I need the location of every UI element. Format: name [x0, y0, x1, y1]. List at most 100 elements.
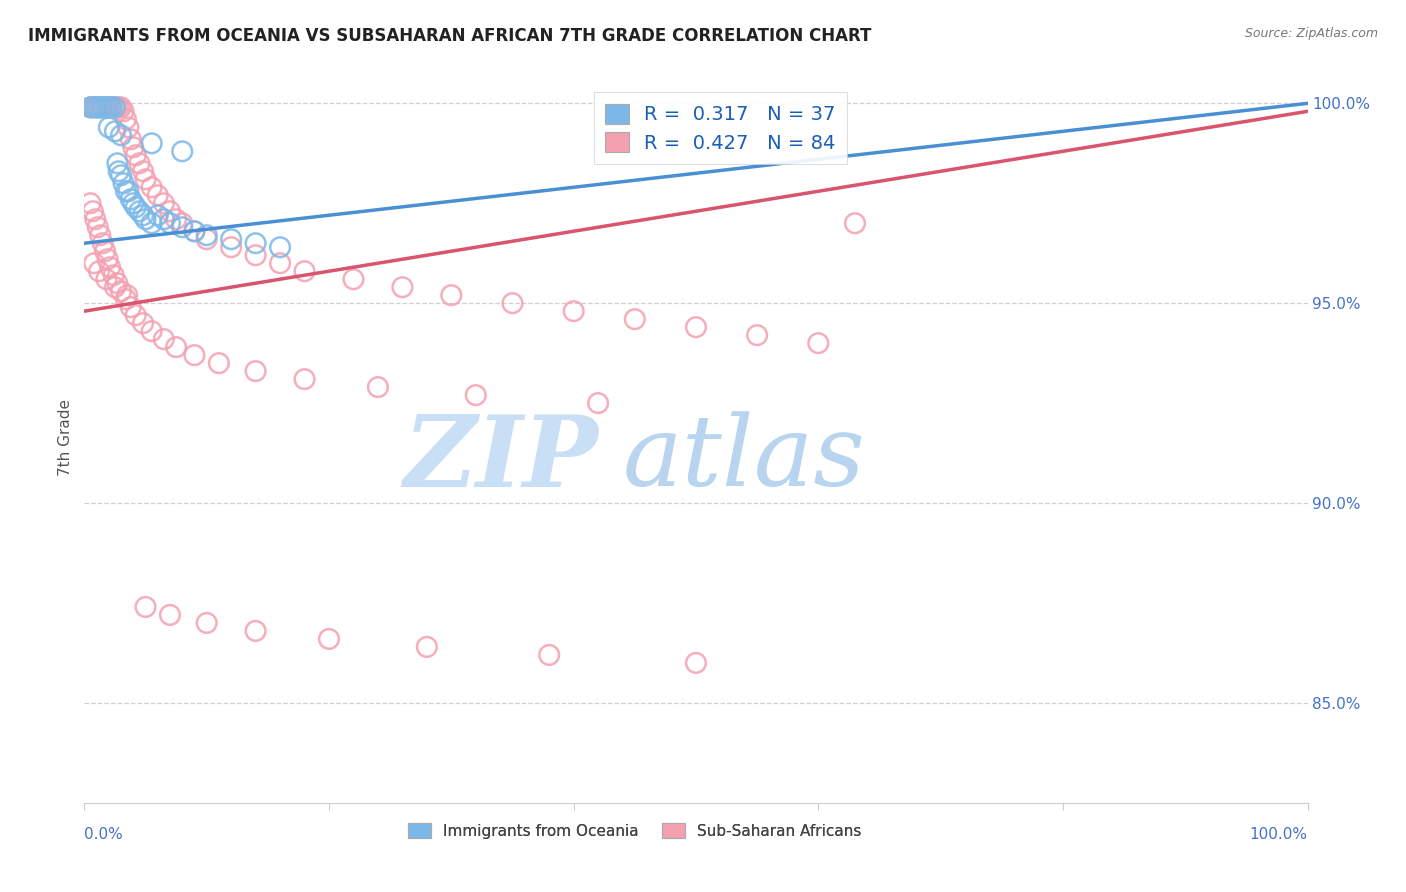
Point [86, 100, 108, 114]
Point [747, 328, 769, 343]
Point [117, 184, 139, 198]
Point [391, 280, 413, 294]
Point [269, 240, 291, 254]
Point [110, 128, 132, 143]
Point [342, 272, 364, 286]
Point [93, 100, 115, 114]
Point [80, 100, 103, 114]
Point [94, 244, 117, 259]
Point [159, 216, 181, 230]
Point [105, 276, 128, 290]
Point [128, 204, 150, 219]
Point [132, 316, 155, 330]
Point [538, 648, 561, 662]
Point [208, 356, 231, 370]
Point [562, 304, 585, 318]
Point [90, 100, 112, 114]
Point [100, 100, 122, 114]
Point [125, 200, 148, 214]
Text: 0.0%: 0.0% [84, 827, 124, 842]
Point [269, 256, 291, 270]
Point [440, 288, 463, 302]
Point [103, 100, 125, 114]
Point [122, 140, 145, 154]
Point [96, 272, 118, 286]
Point [132, 208, 155, 222]
Point [624, 312, 647, 326]
Point [112, 176, 135, 190]
Point [125, 148, 148, 162]
Point [245, 236, 267, 251]
Text: IMMIGRANTS FROM OCEANIA VS SUBSAHARAN AFRICAN 7TH GRADE CORRELATION CHART: IMMIGRANTS FROM OCEANIA VS SUBSAHARAN AF… [28, 27, 872, 45]
Point [367, 380, 389, 394]
Point [135, 212, 157, 227]
Point [91, 236, 114, 251]
Point [97, 120, 120, 135]
Point [86, 100, 108, 114]
Text: Source: ZipAtlas.com: Source: ZipAtlas.com [1244, 27, 1378, 40]
Point [115, 292, 138, 306]
Point [165, 212, 187, 227]
Point [172, 220, 194, 235]
Point [112, 104, 135, 119]
Point [141, 324, 163, 338]
Point [120, 132, 142, 146]
Point [104, 100, 127, 114]
Point [79, 100, 101, 114]
Point [98, 260, 121, 275]
Point [416, 640, 439, 654]
Point [165, 340, 187, 354]
Point [107, 100, 129, 114]
Point [159, 607, 181, 622]
Point [110, 100, 132, 114]
Text: ZIP: ZIP [404, 411, 598, 508]
Point [135, 599, 157, 614]
Point [90, 100, 112, 114]
Point [807, 336, 830, 351]
Point [120, 300, 142, 314]
Point [87, 264, 110, 278]
Point [83, 256, 105, 270]
Point [83, 100, 105, 114]
Point [245, 248, 267, 262]
Point [110, 284, 132, 298]
Point [96, 100, 118, 114]
Point [502, 296, 524, 310]
Point [318, 632, 340, 646]
Point [464, 388, 486, 402]
Text: atlas: atlas [623, 411, 865, 507]
Point [183, 348, 205, 362]
Point [87, 100, 110, 114]
Point [96, 100, 118, 114]
Point [141, 216, 163, 230]
Point [117, 120, 139, 135]
Point [219, 240, 242, 254]
Text: 100.0%: 100.0% [1250, 827, 1308, 842]
Point [586, 396, 609, 410]
Point [97, 100, 120, 114]
Point [97, 252, 120, 267]
Point [195, 232, 218, 246]
Point [159, 204, 181, 219]
Point [153, 196, 176, 211]
Point [128, 156, 150, 170]
Point [844, 216, 866, 230]
Point [141, 180, 163, 194]
Point [103, 268, 125, 283]
Point [245, 624, 267, 638]
Point [89, 228, 111, 243]
Point [685, 320, 707, 334]
Point [82, 204, 104, 219]
Point [104, 124, 127, 138]
Point [183, 224, 205, 238]
Point [195, 228, 218, 243]
Point [115, 184, 138, 198]
Point [79, 100, 101, 114]
Legend: Immigrants from Oceania, Sub-Saharan Africans: Immigrants from Oceania, Sub-Saharan Afr… [401, 815, 869, 847]
Point [153, 212, 176, 227]
Point [107, 164, 129, 178]
Point [146, 188, 169, 202]
Point [87, 220, 110, 235]
Point [219, 232, 242, 246]
Point [120, 192, 142, 206]
